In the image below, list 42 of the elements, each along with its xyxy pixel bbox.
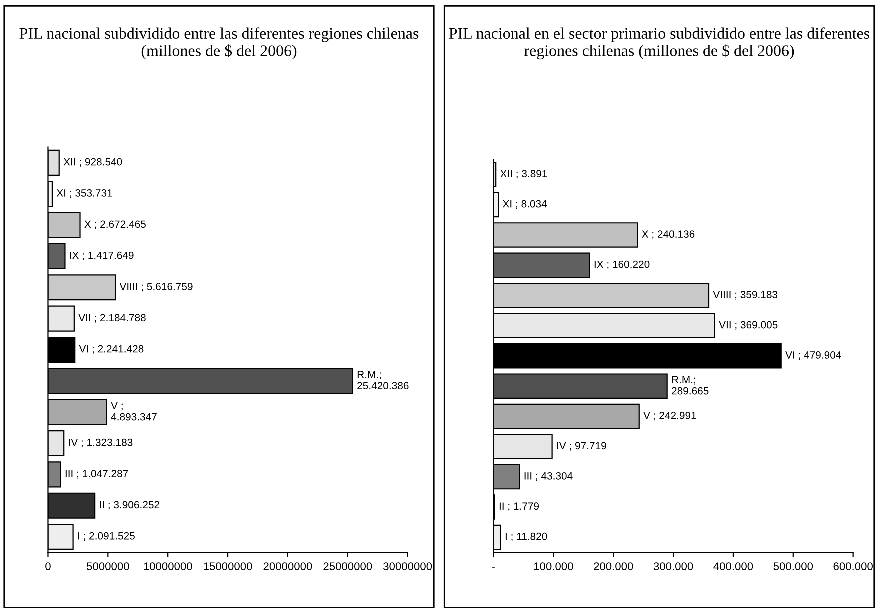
data-label: IV ; 97.719	[557, 442, 606, 451]
x-tick-label: 20000000	[264, 562, 312, 570]
data-label: VII ; 369.005	[719, 321, 778, 330]
chart-title: PIL nacional subdividido entre las diferentes regiones chilenas (millones de $ del 2006)	[20, 28, 419, 60]
x-tick-label: 500.000	[774, 562, 814, 570]
data-label: XII ; 3.891	[500, 170, 548, 179]
x-tick-label: 300.000	[654, 562, 694, 570]
x-tick-label: -	[492, 566, 496, 568]
data-label: IV ; 1.323.183	[69, 438, 133, 448]
data-label: IX ; 160.220	[594, 260, 650, 270]
data-label: V ; 242.991	[644, 412, 696, 421]
data-label: VIIII ; 359.183	[713, 291, 778, 300]
x-tick-label: 400.000	[714, 562, 754, 570]
data-label: X ; 240.136	[642, 230, 695, 240]
data-label: II ; 1.779	[500, 502, 540, 512]
x-tick-label: 10000000	[144, 562, 192, 570]
x-tick-label: 15000000	[204, 562, 252, 570]
x-tick-label: 0	[46, 562, 51, 570]
x-tick-label: 25000000	[324, 562, 372, 570]
data-label: VI ; 479.904	[786, 352, 842, 360]
data-label: V ; 4.893.347	[111, 402, 157, 421]
data-label: I ; 2.091.525	[78, 532, 135, 542]
data-label: R.M.; 25.420.386	[358, 371, 409, 390]
chart-title: PIL nacional en el sector primario subdividido entre las diferentes regiones chilenas (millones de $ del 2006)	[449, 28, 870, 60]
x-tick-label: 100.000	[534, 562, 574, 570]
data-label: R.M.; 289.665	[672, 376, 709, 395]
data-label: XII ; 928.540	[64, 158, 122, 167]
data-label: III ; 1.047.287	[66, 470, 128, 479]
data-label: IX ; 1.417.649	[70, 252, 134, 260]
data-label: III ; 43.304	[524, 472, 573, 482]
data-label: II ; 3.906.252	[100, 501, 160, 510]
data-label: XI ; 353.731	[56, 190, 112, 198]
x-tick-label: 200.000	[594, 562, 634, 570]
x-tick-label: 30000000	[384, 562, 432, 570]
data-label: XI ; 8.034	[502, 200, 548, 210]
data-label: X ; 2.672.465	[84, 220, 146, 230]
data-label: I ; 11.820	[506, 532, 548, 542]
data-label: VII ; 2.184.788	[78, 314, 146, 323]
x-tick-label: 5000000	[86, 562, 130, 570]
data-label: VI ; 2.241.428	[79, 345, 144, 354]
data-label: VIIII ; 5.616.759	[120, 283, 193, 292]
x-tick-label: 600.000	[834, 562, 873, 570]
